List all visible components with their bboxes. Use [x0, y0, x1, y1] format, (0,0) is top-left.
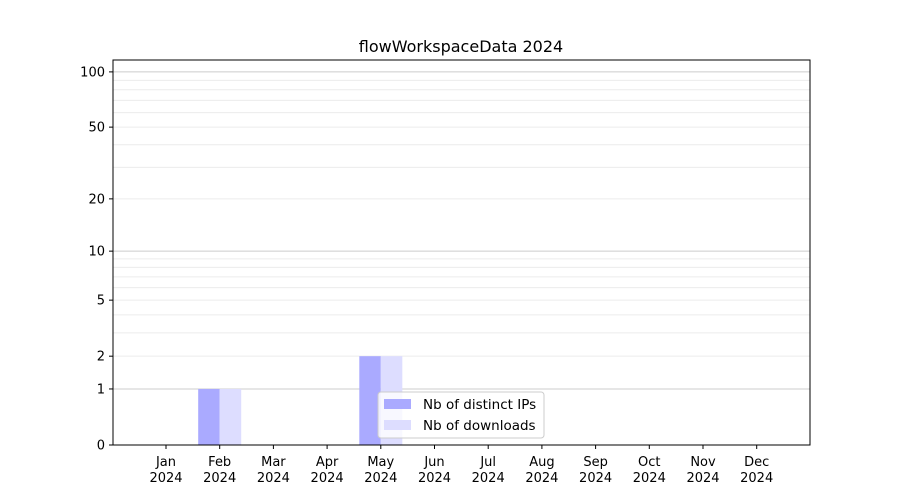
- y-tick-label: 5: [97, 294, 105, 309]
- x-tick-label: Dec 2024: [740, 455, 773, 486]
- x-tick-label: Apr 2024: [311, 455, 344, 486]
- legend: Nb of distinct IPs Nb of downloads: [377, 391, 545, 439]
- y-tick-label: 100: [80, 65, 105, 80]
- y-tick-label: 50: [88, 121, 105, 136]
- plot-frame: [112, 59, 811, 446]
- x-tick-label: Oct 2024: [633, 455, 666, 486]
- x-tick-label: Sep 2024: [579, 455, 612, 486]
- gridlines: [113, 71, 810, 390]
- y-tick-label: 20: [88, 192, 105, 207]
- y-tick-label: 1: [97, 382, 105, 397]
- bar-distinct-ips: [359, 356, 381, 445]
- bars: [198, 356, 403, 445]
- x-tick-label: Mar 2024: [257, 455, 290, 486]
- legend-label-distinct-ips: Nb of distinct IPs: [423, 397, 536, 413]
- y-tick-label: 10: [88, 245, 105, 260]
- x-tick-label: Jul 2024: [472, 455, 505, 486]
- y-tick-label: 2: [97, 350, 105, 365]
- bar-downloads: [219, 388, 242, 445]
- legend-label-downloads: Nb of downloads: [423, 418, 536, 434]
- x-tick-label: May 2024: [364, 455, 397, 486]
- x-axis: Jan 2024 Feb 2024 Mar 2024 Apr 2024 May 2024 Jun 20…: [149, 445, 773, 486]
- x-tick-label: Nov 2024: [686, 455, 719, 486]
- x-tick-label: Feb 2024: [203, 455, 236, 486]
- legend-swatch-downloads: [384, 420, 411, 430]
- legend-swatch-distinct-ips: [384, 399, 411, 409]
- y-axis: 0 1 2 5 10 20 50 100: [80, 65, 113, 454]
- y-tick-label: 0: [97, 439, 105, 454]
- x-tick-label: Jun 2024: [418, 455, 451, 486]
- x-tick-label: Aug 2024: [525, 455, 558, 486]
- chart-title: flowWorkspaceData 2024: [359, 37, 563, 56]
- x-tick-label: Jan 2024: [149, 455, 182, 486]
- legend-frame: [377, 391, 545, 439]
- bar-distinct-ips: [198, 388, 220, 445]
